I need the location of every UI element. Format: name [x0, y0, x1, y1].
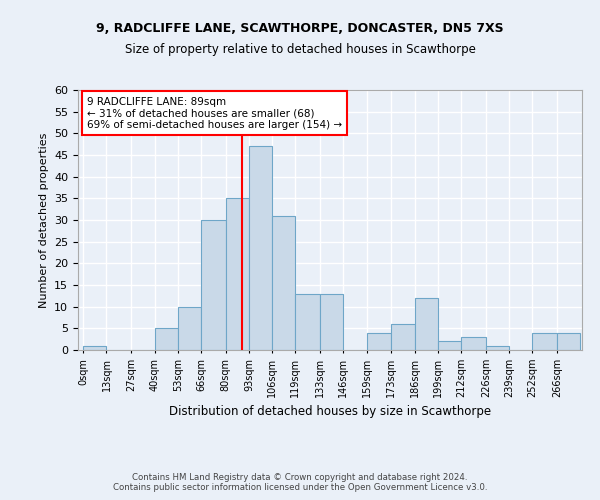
Y-axis label: Number of detached properties: Number of detached properties: [38, 132, 49, 308]
Bar: [438, 342, 461, 350]
Text: Contains HM Land Registry data © Crown copyright and database right 2024.
Contai: Contains HM Land Registry data © Crown c…: [113, 473, 487, 492]
Bar: [155, 328, 178, 350]
Text: 9, RADCLIFFE LANE, SCAWTHORPE, DONCASTER, DN5 7XS: 9, RADCLIFFE LANE, SCAWTHORPE, DONCASTER…: [96, 22, 504, 36]
Bar: [532, 332, 557, 350]
Bar: [201, 220, 226, 350]
Bar: [178, 306, 201, 350]
Bar: [461, 337, 486, 350]
Bar: [249, 146, 272, 350]
Bar: [320, 294, 343, 350]
Text: 9 RADCLIFFE LANE: 89sqm
← 31% of detached houses are smaller (68)
69% of semi-de: 9 RADCLIFFE LANE: 89sqm ← 31% of detache…: [87, 96, 342, 130]
X-axis label: Distribution of detached houses by size in Scawthorpe: Distribution of detached houses by size …: [169, 406, 491, 418]
Bar: [367, 332, 391, 350]
Bar: [557, 332, 580, 350]
Bar: [295, 294, 320, 350]
Bar: [415, 298, 438, 350]
Bar: [486, 346, 509, 350]
Bar: [83, 346, 106, 350]
Bar: [272, 216, 295, 350]
Bar: [226, 198, 249, 350]
Text: Size of property relative to detached houses in Scawthorpe: Size of property relative to detached ho…: [125, 42, 475, 56]
Bar: [391, 324, 415, 350]
